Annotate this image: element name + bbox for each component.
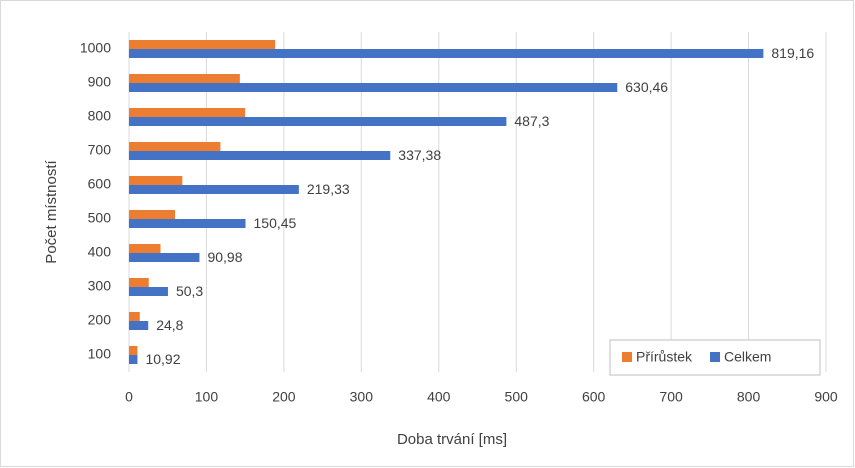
legend-label: Přírůstek	[636, 349, 693, 365]
x-tick-label: 400	[427, 389, 451, 405]
y-tick-label: 800	[88, 108, 112, 124]
bar	[129, 185, 299, 194]
y-axis-title: Počet místností	[43, 159, 60, 263]
data-label: 337,38	[398, 147, 441, 163]
data-label: 10,92	[145, 351, 180, 367]
bar	[129, 176, 183, 185]
legend-swatch	[710, 352, 721, 362]
bar	[129, 108, 246, 117]
data-label: 819,16	[771, 45, 814, 61]
bar	[129, 142, 221, 151]
data-label: 487,3	[514, 113, 549, 129]
y-tick-label: 200	[88, 312, 112, 328]
data-label: 50,3	[176, 283, 203, 299]
bar	[129, 49, 764, 58]
x-tick-label: 700	[659, 389, 683, 405]
bar	[129, 253, 200, 262]
legend-label: Celkem	[724, 349, 771, 365]
data-label: 24,8	[156, 317, 183, 333]
x-tick-label: 900	[814, 389, 838, 405]
bar	[129, 312, 140, 321]
bar	[129, 151, 391, 160]
y-tick-label: 100	[88, 346, 112, 362]
bar	[129, 278, 149, 287]
data-label: 219,33	[307, 181, 350, 197]
y-tick-label: 700	[88, 142, 112, 158]
data-label: 150,45	[254, 215, 297, 231]
bar	[129, 355, 138, 364]
y-tick-label: 400	[88, 244, 112, 260]
bar	[129, 244, 161, 253]
x-tick-label: 0	[125, 389, 133, 405]
y-tick-label: 600	[88, 176, 112, 192]
x-tick-label: 500	[505, 389, 529, 405]
x-tick-label: 200	[272, 389, 296, 405]
x-tick-label: 100	[195, 389, 219, 405]
y-tick-label: 900	[88, 74, 112, 90]
bar	[129, 287, 168, 296]
bar	[129, 83, 618, 92]
y-tick-label: 300	[88, 278, 112, 294]
y-tick-label: 1000	[80, 40, 111, 56]
bar	[129, 117, 507, 126]
data-label: 90,98	[207, 249, 242, 265]
y-tick-label: 500	[88, 210, 112, 226]
bar	[129, 74, 240, 83]
x-tick-label: 800	[737, 389, 761, 405]
x-tick-label: 600	[582, 389, 606, 405]
bar	[129, 40, 276, 49]
bar	[129, 321, 149, 330]
legend-swatch	[622, 352, 632, 362]
legend: Přírůstek Celkem	[609, 339, 821, 376]
bar	[129, 210, 176, 219]
bar	[129, 219, 246, 228]
x-axis-title: Doba trvání [ms]	[397, 431, 507, 448]
x-tick-label: 300	[350, 389, 374, 405]
bar	[129, 346, 138, 355]
data-label: 630,46	[625, 79, 668, 95]
